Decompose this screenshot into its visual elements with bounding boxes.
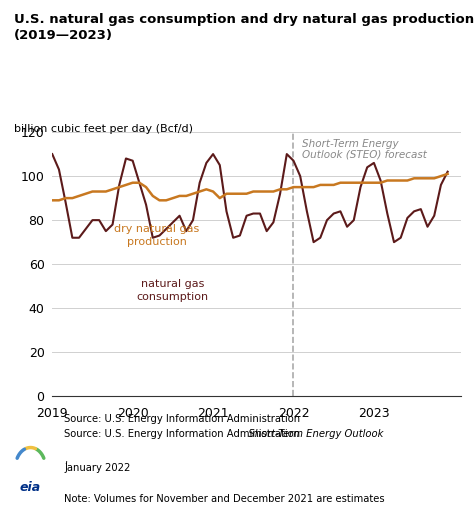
Text: ,: ,: [64, 455, 67, 465]
Text: natural gas
consumption: natural gas consumption: [137, 279, 209, 302]
Text: January 2022: January 2022: [64, 463, 131, 473]
Text: dry natural gas
production: dry natural gas production: [114, 224, 200, 247]
Text: billion cubic feet per day (Bcf/d): billion cubic feet per day (Bcf/d): [14, 124, 193, 135]
Text: Source: U.S. Energy Information Administration: Source: U.S. Energy Information Administ…: [64, 429, 304, 439]
Text: Outlook (STEO) forecast: Outlook (STEO) forecast: [302, 150, 427, 160]
Text: Short-Term Energy: Short-Term Energy: [302, 139, 398, 149]
Text: eia: eia: [20, 481, 41, 494]
Text: Note: Volumes for November and December 2021 are estimates: Note: Volumes for November and December …: [64, 494, 385, 504]
Text: Short-Term Energy Outlook: Short-Term Energy Outlook: [64, 429, 383, 439]
Text: U.S. natural gas consumption and dry natural gas production
(2019—2023): U.S. natural gas consumption and dry nat…: [14, 13, 475, 42]
Text: Source: U.S. Energy Information Administration: Source: U.S. Energy Information Administ…: [64, 414, 304, 424]
